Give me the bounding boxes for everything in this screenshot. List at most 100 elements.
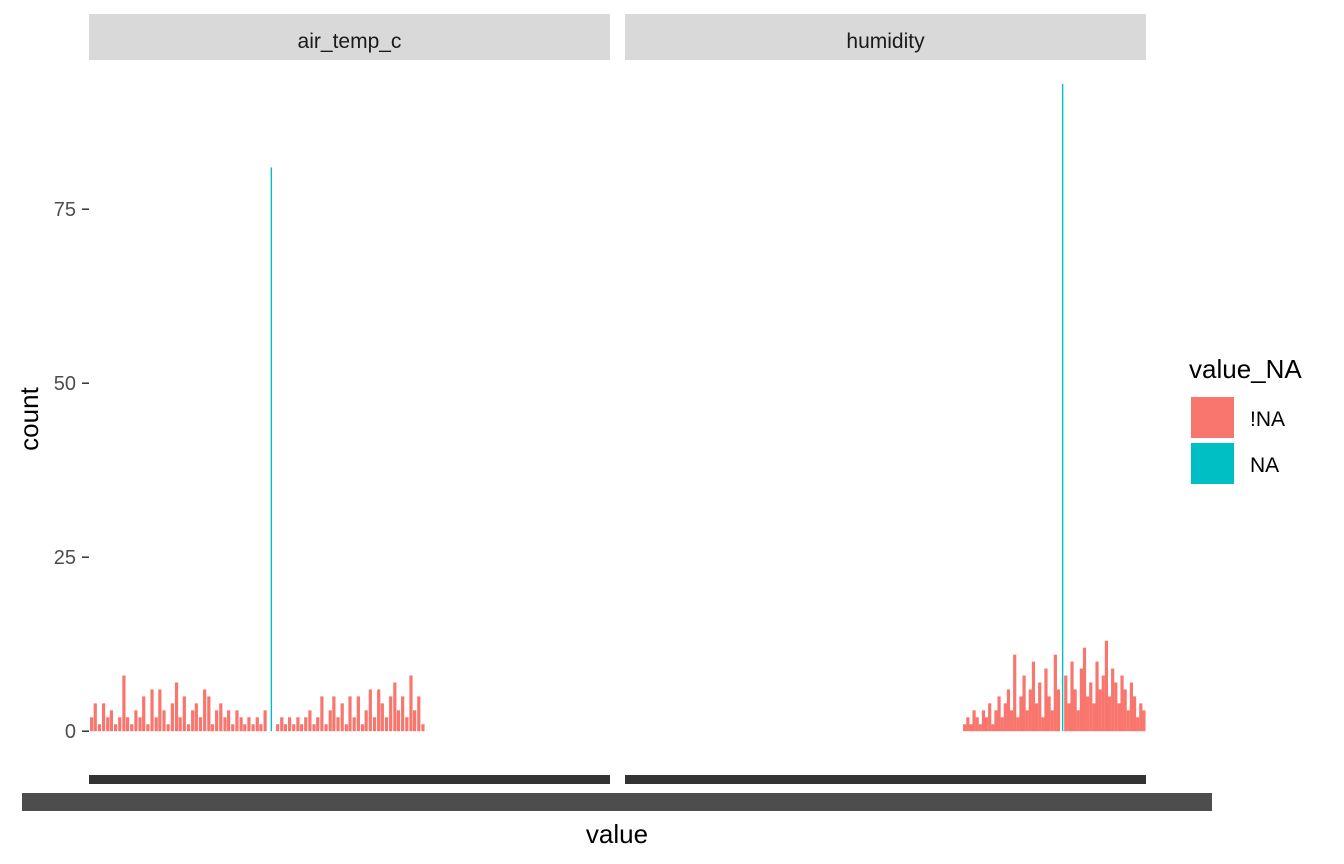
histogram-bar-not-na	[113, 724, 118, 732]
y-tick-label: 75	[54, 199, 76, 221]
histogram-bar-not-na	[154, 717, 158, 732]
legend: value_NA !NA NA	[1189, 354, 1302, 484]
histogram-bar-not-na	[991, 724, 995, 732]
y-axis-title: count	[14, 386, 44, 450]
histogram-bar-not-na	[340, 703, 344, 732]
histogram-bar-not-na	[231, 724, 235, 732]
histogram-bar-not-na	[1003, 703, 1007, 732]
histogram-bar-not-na	[287, 717, 292, 732]
histogram-bar-not-na	[324, 724, 328, 732]
facet-panel-air-temp-c	[90, 167, 425, 732]
histogram-bar-not-na	[1092, 703, 1096, 732]
y-axis: 0 25 50 75	[54, 199, 89, 743]
histogram-bar-not-na	[219, 703, 223, 732]
histogram-bar-not-na	[1073, 689, 1077, 732]
histogram-bar-not-na	[1126, 710, 1130, 732]
histogram-bar-not-na	[1028, 689, 1032, 732]
histogram-bar-not-na	[247, 717, 251, 732]
histogram-bar-not-na	[409, 675, 413, 732]
histogram-bar-not-na	[304, 717, 308, 732]
histogram-bar-not-na	[1104, 640, 1108, 732]
histogram-bar-not-na	[106, 717, 110, 732]
histogram-bar-not-na	[138, 717, 142, 732]
histogram-bar-not-na	[1006, 689, 1011, 732]
histogram-bar-not-na	[1053, 654, 1057, 732]
histogram-bar-not-na	[203, 689, 207, 732]
histogram-bar-not-na	[130, 724, 134, 732]
x-axis-ticks-air-temp-c	[89, 775, 610, 784]
histogram-bar-not-na	[1123, 689, 1127, 732]
histogram-bar-not-na	[150, 689, 154, 732]
histogram-bar-not-na	[981, 710, 986, 732]
facet-panel-humidity	[963, 83, 1146, 732]
histogram-bar-not-na	[1013, 654, 1017, 732]
histogram-bar-not-na	[356, 696, 360, 732]
histogram-bar-not-na	[1129, 682, 1134, 732]
histogram-bar-not-na	[296, 717, 300, 732]
histogram-bar-not-na	[1067, 703, 1071, 732]
histogram-bar-not-na	[396, 710, 401, 732]
legend-key-not-na	[1191, 397, 1234, 438]
histogram-bar-na	[1061, 83, 1064, 732]
histogram-bar-not-na	[393, 682, 397, 732]
histogram-bar-not-na	[348, 696, 352, 732]
histogram-bar-not-na	[207, 696, 211, 732]
histogram-bar-not-na	[1136, 717, 1140, 732]
histogram-bar-not-na	[283, 724, 288, 732]
histogram-bar-not-na	[1107, 696, 1112, 732]
histogram-bar-not-na	[1117, 703, 1121, 732]
histogram-bar-not-na	[328, 710, 332, 732]
histogram-bar-not-na	[299, 724, 304, 732]
x-axis-tick-labels-overlapping	[22, 793, 1212, 811]
histogram-bar-not-na	[227, 710, 231, 732]
histogram-bar-not-na	[1016, 717, 1020, 732]
histogram-bar-not-na	[215, 710, 219, 732]
x-axis-title: value	[586, 819, 648, 849]
histogram-bar-not-na	[125, 717, 130, 732]
histogram-bar-not-na	[174, 682, 179, 732]
histogram-bar-not-na	[384, 717, 389, 732]
histogram-bar-not-na	[994, 710, 998, 732]
histogram-bar-not-na	[243, 724, 247, 732]
y-tick-label: 50	[54, 373, 76, 395]
histogram-bar-not-na	[134, 710, 138, 732]
histogram-bar-not-na	[194, 703, 198, 732]
histogram-bar-not-na	[352, 717, 356, 732]
histogram-bar-not-na	[178, 717, 182, 732]
histogram-bar-not-na	[372, 717, 377, 732]
histogram-bar-not-na	[988, 703, 992, 732]
histogram-bar-not-na	[421, 724, 425, 732]
histogram-bar-not-na	[1038, 682, 1042, 732]
histogram-bar-not-na	[1047, 696, 1051, 732]
histogram-bar-not-na	[963, 724, 967, 732]
histogram-bar-not-na	[417, 696, 421, 732]
legend-title: value_NA	[1189, 354, 1302, 384]
histogram-bar-not-na	[122, 675, 126, 732]
histogram-bar-not-na	[975, 717, 979, 732]
histogram-bar-not-na	[1050, 710, 1054, 732]
histogram-bar-not-na	[1022, 675, 1026, 732]
histogram-bar-not-na	[401, 696, 405, 732]
histogram-bar-not-na	[380, 703, 384, 732]
histogram-bar-not-na	[235, 710, 239, 732]
histogram-bar-not-na	[1095, 661, 1099, 732]
histogram-bar-not-na	[332, 696, 336, 732]
histogram-bar-not-na	[1034, 703, 1039, 732]
histogram-bar-not-na	[276, 724, 280, 732]
histogram-bar-not-na	[1139, 703, 1143, 732]
histogram-bar-not-na	[1132, 696, 1137, 732]
facet-label-air-temp-c: air_temp_c	[298, 30, 402, 53]
histogram-bar-not-na	[308, 710, 312, 732]
histogram-bar-not-na	[280, 717, 284, 732]
histogram-bar-not-na	[191, 710, 195, 732]
legend-label-not-na: !NA	[1250, 408, 1285, 431]
histogram-bar-not-na	[1098, 689, 1102, 732]
histogram-bar-not-na	[1041, 717, 1045, 732]
histogram-bar-not-na	[368, 689, 372, 732]
histogram-bar-not-na	[1142, 710, 1146, 732]
histogram-bar-not-na	[142, 696, 146, 732]
facet-strip-humidity	[625, 14, 1146, 60]
histogram-bar-not-na	[90, 717, 94, 732]
